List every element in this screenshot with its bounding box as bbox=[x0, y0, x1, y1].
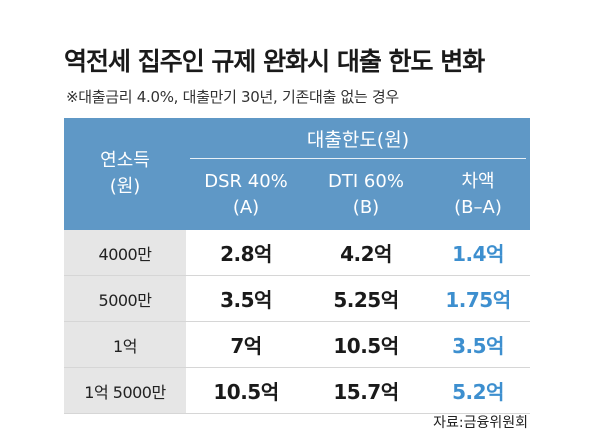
dti-cell: 10.5억 bbox=[333, 334, 399, 358]
income-cell: 4000만 bbox=[64, 230, 186, 275]
diff-cell: 1.75억 bbox=[445, 288, 511, 312]
source-note: 자료:금융위원회 bbox=[433, 415, 528, 431]
loan-limit-table: 연소득 (원) 대출한도(원) DSR 40% (A) DTI 60% (B) … bbox=[64, 118, 530, 414]
income-header: 연소득 (원) bbox=[64, 118, 186, 230]
income-header-line2: (원) bbox=[109, 176, 141, 197]
dsr-header-line1: DSR 40% bbox=[204, 171, 288, 192]
table-row: 1억 7억 10.5억 3.5억 bbox=[64, 322, 530, 368]
dti-cell: 4.2억 bbox=[340, 242, 392, 266]
header-divider bbox=[190, 158, 526, 159]
table-row: 4000만 2.8억 4.2억 1.4억 bbox=[64, 230, 530, 276]
page-subtitle: ※대출금리 4.0%, 대출만기 30년, 기존대출 없는 경우 bbox=[66, 88, 399, 106]
diff-cell: 1.4억 bbox=[452, 242, 504, 266]
dti-cell: 5.25억 bbox=[333, 288, 399, 312]
dsr-header-line2: (A) bbox=[232, 197, 260, 218]
limit-header: 대출한도(원) bbox=[306, 128, 410, 151]
table-row: 5000만 3.5억 5.25억 1.75억 bbox=[64, 276, 530, 322]
income-header-line1: 연소득 bbox=[100, 150, 150, 171]
dsr-cell: 3.5억 bbox=[220, 288, 272, 312]
income-cell: 1억 bbox=[64, 322, 186, 367]
diff-header-line2: (B–A) bbox=[454, 197, 502, 218]
diff-cell: 3.5억 bbox=[452, 334, 504, 358]
dsr-cell: 2.8억 bbox=[220, 242, 272, 266]
dsr-header: DSR 40% (A) bbox=[186, 162, 306, 228]
page-title: 역전세 집주인 규제 완화시 대출 한도 변화 bbox=[64, 47, 485, 76]
income-cell: 1억 5000만 bbox=[64, 368, 186, 413]
dti-header-line2: (B) bbox=[352, 197, 380, 218]
dti-header: DTI 60% (B) bbox=[306, 162, 426, 228]
dsr-cell: 10.5억 bbox=[213, 380, 279, 404]
dti-header-line1: DTI 60% bbox=[328, 171, 404, 192]
diff-header-line1: 차액 bbox=[461, 171, 495, 192]
table-header: 연소득 (원) 대출한도(원) DSR 40% (A) DTI 60% (B) … bbox=[64, 118, 530, 230]
dsr-cell: 7억 bbox=[230, 334, 262, 358]
dti-cell: 15.7억 bbox=[333, 380, 399, 404]
diff-header: 차액 (B–A) bbox=[426, 162, 530, 228]
diff-cell: 5.2억 bbox=[452, 380, 504, 404]
table-row: 1억 5000만 10.5억 15.7억 5.2억 bbox=[64, 368, 530, 414]
income-cell: 5000만 bbox=[64, 276, 186, 321]
